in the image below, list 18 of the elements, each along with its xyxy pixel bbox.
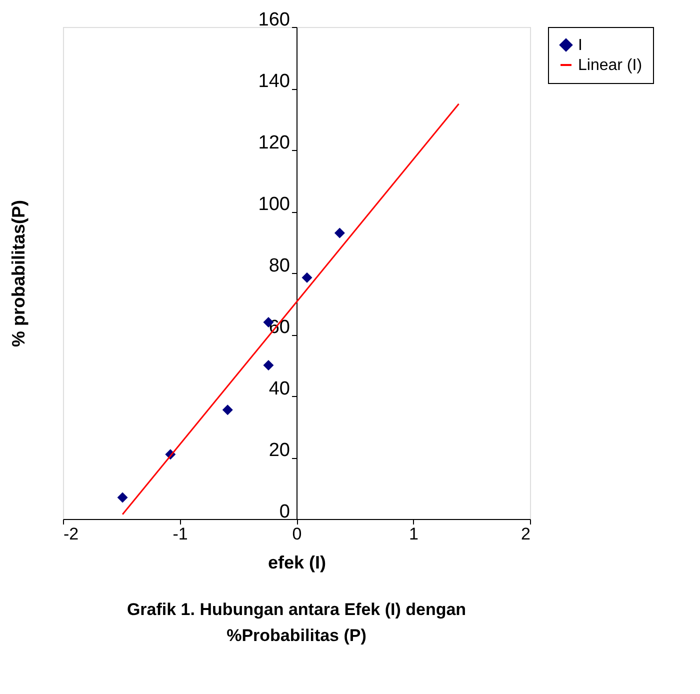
x-tick-label: 0 [292,524,302,544]
y-tick-label: 40 [268,378,290,400]
x-axis-title: efek (I) [268,552,326,572]
y-tick-label: 120 [258,132,290,154]
legend-label: I [578,37,582,54]
legend-label: Linear (I) [578,57,642,74]
x-tick-label: 1 [409,524,418,544]
y-tick-label: 100 [258,194,290,215]
y-tick-label: 0 [279,502,290,522]
x-tick-label: -1 [172,524,188,544]
y-axis-title: % probabilitas(P) [8,200,28,348]
x-tick-label: -2 [64,524,79,544]
y-tick-label: 20 [268,440,290,461]
y-tick-label: 140 [258,71,290,92]
x-tick-label: 2 [521,524,530,544]
text: Grafik 1. Hubungan antara Efek (I) dengan %Probabilitas (P) [126,600,466,645]
y-tick-label: 160 [258,10,290,30]
y-tick-label: 80 [268,256,290,276]
